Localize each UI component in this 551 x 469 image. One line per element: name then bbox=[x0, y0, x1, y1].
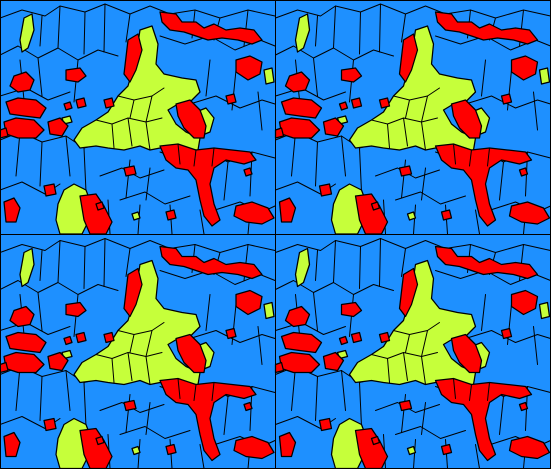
grain-tile-r1-c1 bbox=[276, 235, 551, 469]
grain-tile-r0-c0 bbox=[0, 0, 275, 234]
grain-tile-r0-c1 bbox=[276, 0, 551, 234]
grain-tile-r1-c0 bbox=[0, 235, 275, 469]
